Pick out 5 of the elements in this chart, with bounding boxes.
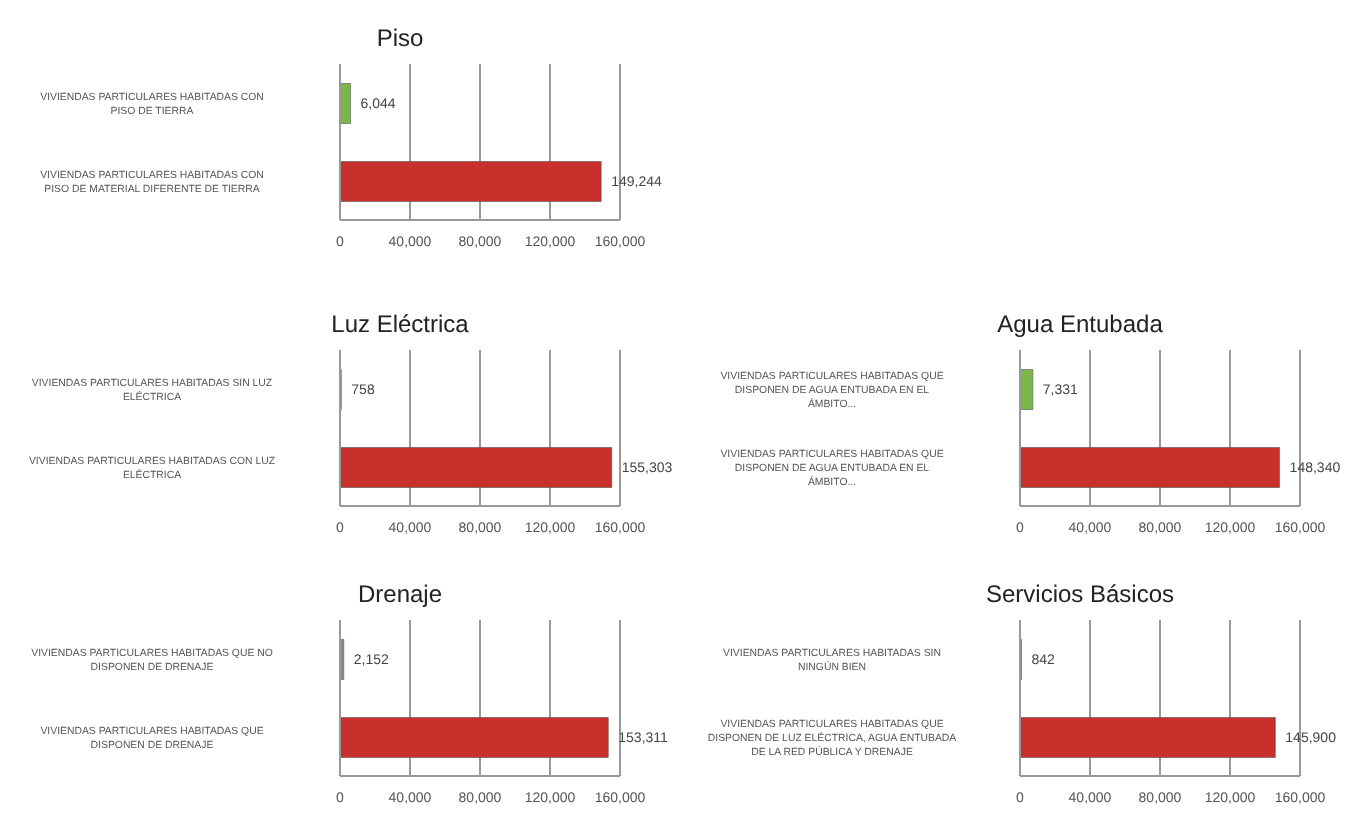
chart-title: Luz Eléctrica xyxy=(329,310,471,342)
chart-title: Drenaje xyxy=(355,580,445,612)
chart-title: Servicios Básicos xyxy=(983,580,1177,612)
chart-title: Agua Entubada xyxy=(995,310,1165,342)
chart-title: Piso xyxy=(374,24,426,56)
